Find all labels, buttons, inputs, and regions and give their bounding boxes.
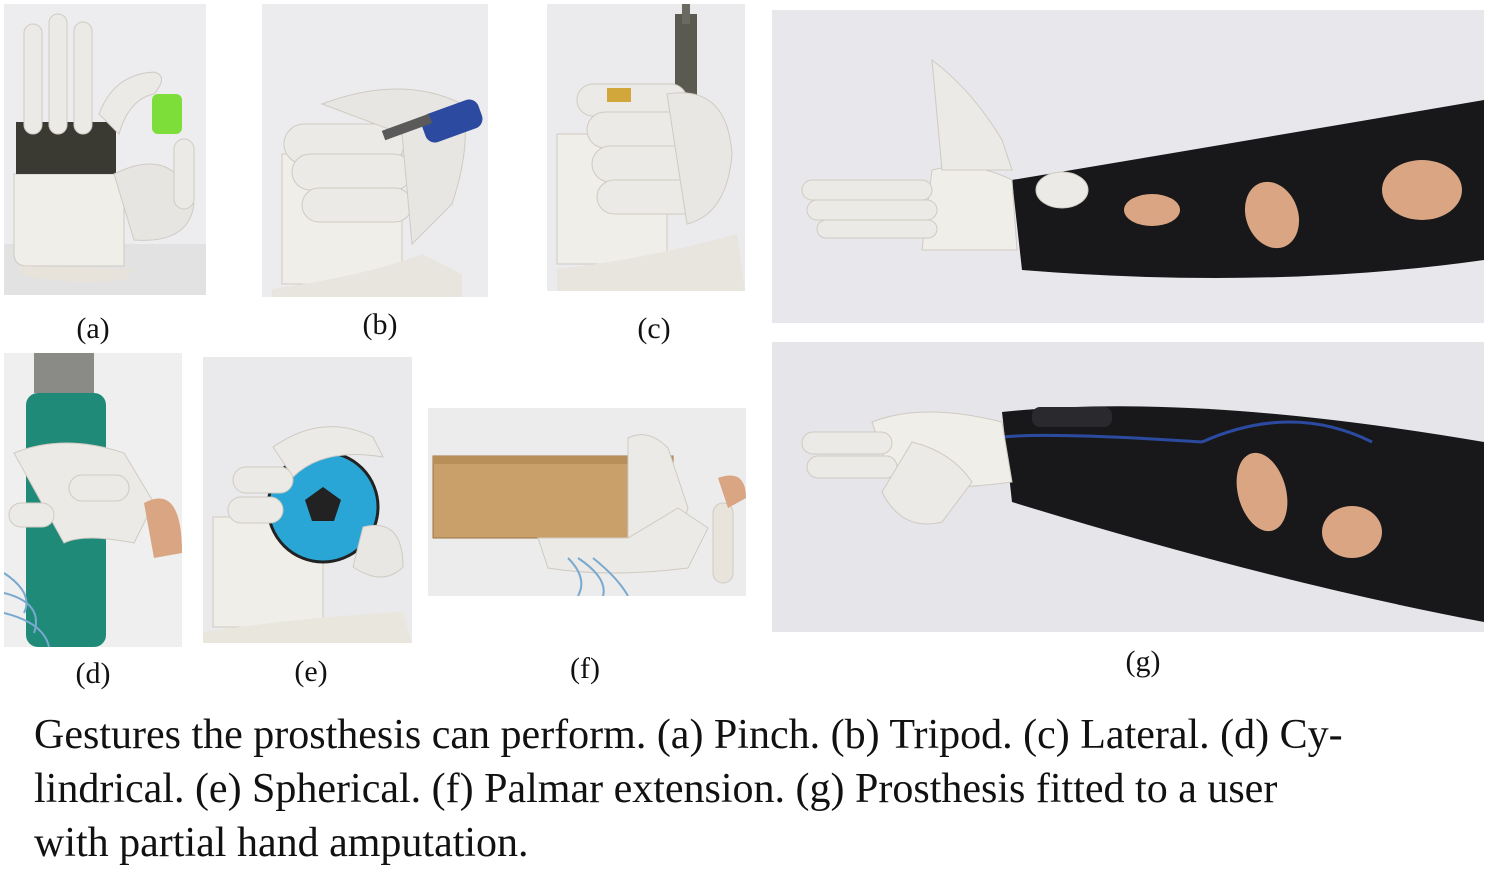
panel-g-bottom-photo: [772, 342, 1484, 632]
panel-f-label: (f): [570, 652, 600, 685]
figure-caption: Gestures the prosthesis can perform. (a)…: [34, 712, 1343, 866]
panel-f-palmar-extension-photo: [428, 408, 746, 596]
panel-d-cylindrical-photo: [4, 353, 182, 647]
panel-g-top-photo: [772, 10, 1484, 323]
panel-a-pinch-photo: [4, 4, 206, 295]
panel-a-label: (a): [76, 312, 110, 345]
panel-b-tripod-photo: [262, 4, 488, 297]
panel-e-label: (e): [294, 655, 328, 688]
panel-g-label: (g): [1125, 645, 1161, 678]
panel-e-spherical-photo: [203, 357, 412, 643]
panel-b-label: (b): [362, 308, 398, 341]
panel-c-label: (c): [637, 312, 671, 345]
panel-d-label: (d): [75, 657, 111, 690]
panel-c-lateral-photo: [547, 4, 745, 291]
